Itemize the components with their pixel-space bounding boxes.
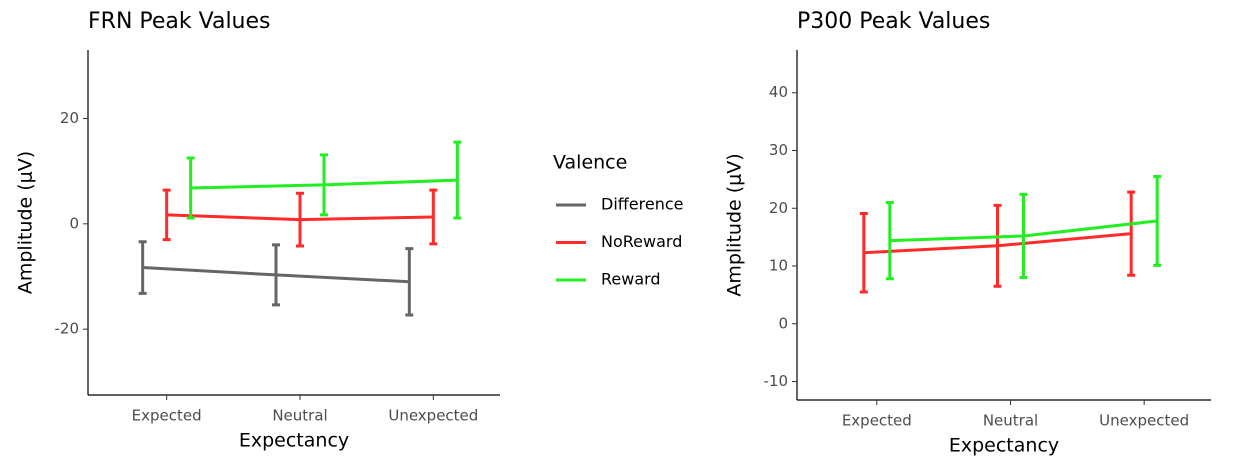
y-tick-label: 30 — [769, 141, 788, 159]
error-bar — [1019, 192, 1028, 280]
x-tick-label: Neutral — [983, 412, 1038, 430]
error-bar — [1153, 174, 1162, 267]
error-bar — [1127, 190, 1136, 277]
error-bar — [405, 247, 414, 317]
y-axis-title: Amplitude (μV) — [724, 153, 746, 296]
y-tick-label: 20 — [769, 199, 788, 217]
x-axis-title: Expectancy — [239, 430, 349, 452]
legend-title: Valence — [553, 152, 627, 174]
legend-label: Difference — [601, 195, 683, 214]
error-bar — [272, 243, 280, 307]
x-tick-label: Expected — [842, 412, 912, 430]
legend-label: Reward — [601, 270, 661, 289]
x-tick-label: Neutral — [272, 407, 327, 425]
y-tick-label: 20 — [60, 109, 79, 127]
error-bar — [296, 191, 304, 248]
y-tick-label: -10 — [764, 372, 789, 390]
error-bar — [186, 156, 195, 220]
y-tick-label: 40 — [769, 83, 788, 101]
chart-title: P300 Peak Values — [797, 9, 990, 34]
error-bar — [993, 203, 1002, 288]
y-axis-title: Amplitude (μV) — [15, 151, 37, 294]
chart-title: FRN Peak Values — [88, 9, 271, 34]
x-axis-title: Expectancy — [949, 435, 1059, 457]
y-tick-label: 0 — [778, 314, 788, 332]
error-bar — [320, 153, 328, 217]
error-bar — [885, 200, 894, 281]
y-tick-label: -20 — [55, 320, 80, 338]
x-tick-label: Unexpected — [1099, 412, 1189, 430]
legend-label: NoReward — [601, 232, 682, 251]
error-bar — [138, 240, 147, 295]
y-tick-label: 10 — [769, 257, 788, 275]
x-tick-label: Unexpected — [388, 407, 478, 425]
x-tick-label: Expected — [132, 407, 202, 425]
error-bar — [429, 188, 438, 246]
error-bar — [859, 211, 868, 294]
error-bar — [453, 140, 462, 220]
error-bar — [162, 188, 171, 242]
y-tick-label: 0 — [69, 214, 79, 232]
